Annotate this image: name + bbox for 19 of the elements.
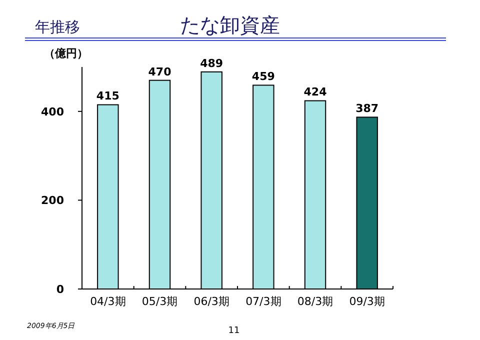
text: 11 bbox=[228, 326, 240, 336]
y-tick-label: 400 bbox=[41, 105, 64, 118]
x-tick-label: 04/3期 bbox=[90, 295, 126, 308]
y-tick-label: 200 bbox=[41, 194, 64, 208]
x-tick-label: 09/3期 bbox=[349, 295, 385, 308]
x-tick-label: 08/3期 bbox=[297, 295, 334, 308]
x-tick-label: 06/3期 bbox=[194, 295, 230, 308]
data-label: 387 bbox=[356, 102, 379, 116]
data-label: 415 bbox=[96, 90, 120, 103]
y-tick-label: 0 bbox=[56, 283, 64, 296]
chart-subtitle: 年推移 bbox=[35, 18, 80, 36]
data-label: 489 bbox=[200, 56, 224, 70]
x-tick-label: 07/3期 bbox=[246, 295, 282, 308]
data-label: 470 bbox=[148, 65, 172, 78]
x-tick-label: 05/3期 bbox=[142, 295, 178, 308]
chart-title: たな卸資産 bbox=[180, 13, 280, 37]
y-axis-title: （億円） bbox=[44, 47, 88, 60]
data-label: 459 bbox=[252, 70, 275, 84]
data-label: 424 bbox=[304, 86, 328, 99]
